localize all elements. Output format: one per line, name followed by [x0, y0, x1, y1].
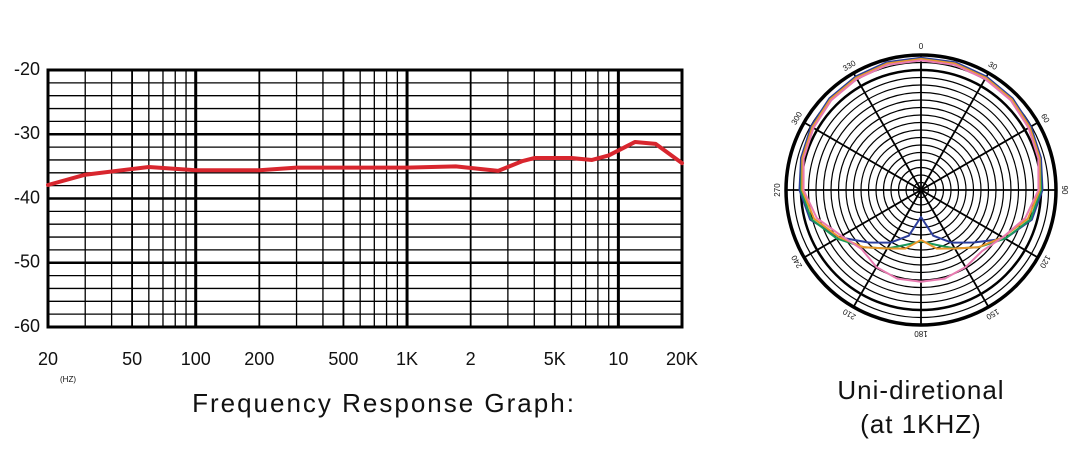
angle-label: 60 [1039, 112, 1052, 125]
angle-label: 90 [1060, 186, 1069, 195]
y-tick-label: -60 [14, 316, 40, 336]
x-tick-label: 20K [666, 349, 698, 369]
x-tick-label: 2 [466, 349, 476, 369]
polar-subtitle: (at 1KHZ) [860, 409, 982, 439]
plot-frame [46, 68, 684, 329]
radial-line [852, 72, 922, 191]
angle-label: 180 [914, 329, 928, 338]
x-tick-label: 50 [122, 349, 142, 369]
polar-curve [798, 56, 1044, 244]
angle-label: 30 [987, 60, 1000, 73]
angle-label: 270 [773, 183, 782, 197]
polar-curve [801, 58, 1041, 250]
radial-line [920, 189, 1039, 259]
x-tick-label: 200 [244, 349, 274, 369]
angle-label: 0 [919, 42, 924, 51]
polar-title: Uni-diretional [837, 375, 1004, 405]
y-tick-label: -50 [14, 252, 40, 272]
x-unit-label: (HZ) [60, 375, 76, 384]
y-tick-label: -20 [14, 59, 40, 79]
chart-title: Frequency Response Graph: [192, 388, 576, 418]
x-tick-label: 100 [181, 349, 211, 369]
y-tick-label: -40 [14, 187, 40, 207]
y-tick-label: -30 [14, 123, 40, 143]
polar-curve [802, 59, 1040, 283]
x-tick-label: 10 [608, 349, 628, 369]
radial-line [803, 189, 922, 259]
x-tick-label: 20 [38, 349, 58, 369]
radial-line [920, 72, 990, 191]
radial-line [803, 121, 922, 191]
x-tick-label: 1K [396, 349, 418, 369]
response-line [46, 139, 684, 188]
radial-line [920, 121, 1039, 191]
x-tick-label: 5K [544, 349, 566, 369]
x-tick-label: 500 [328, 349, 358, 369]
